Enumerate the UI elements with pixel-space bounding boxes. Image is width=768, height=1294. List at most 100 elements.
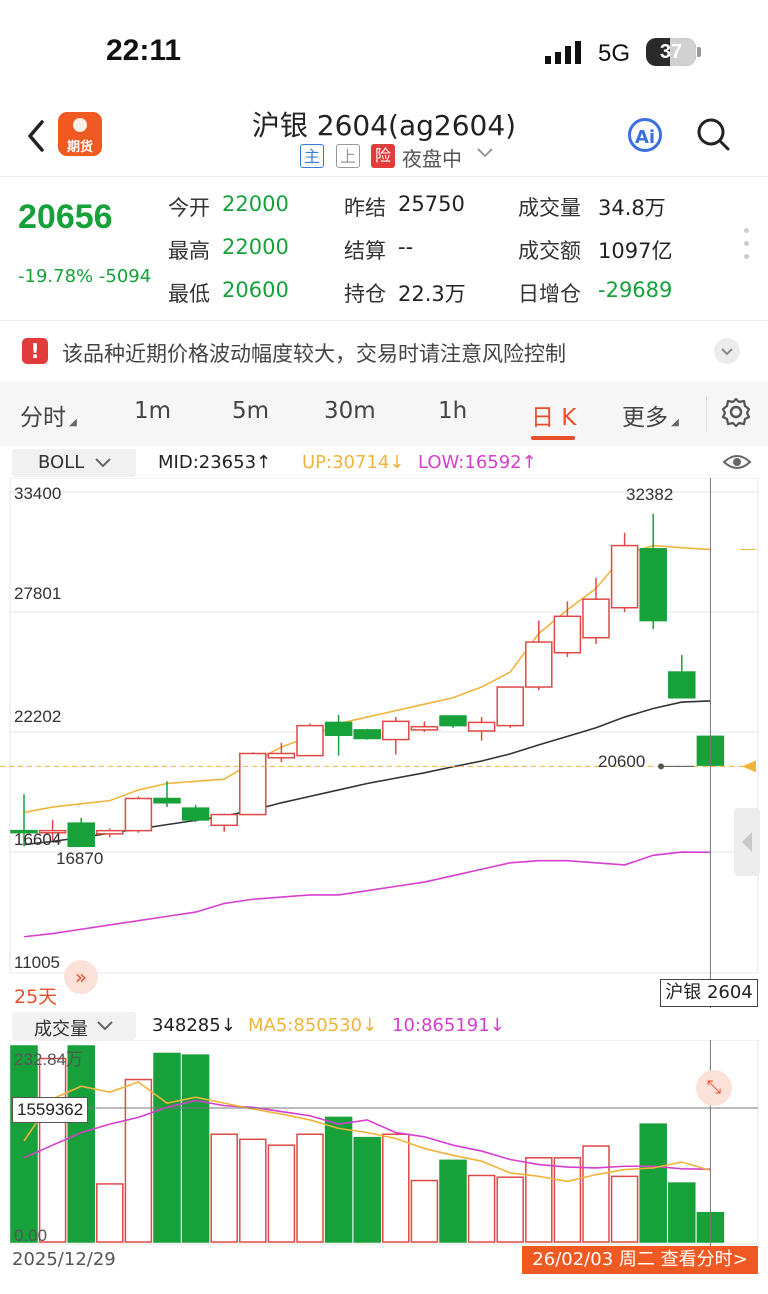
open-value: 22000 — [222, 192, 289, 216]
volume-value: 34.8万 — [598, 196, 666, 220]
candle-body — [96, 829, 124, 835]
search-icon[interactable] — [695, 116, 731, 152]
tab-1m[interactable]: 1m — [134, 398, 172, 424]
candle-body — [239, 752, 267, 816]
network-type: 5G — [598, 40, 631, 67]
last-price-marker — [742, 760, 756, 773]
volume-chart[interactable] — [0, 1040, 768, 1246]
kline-chart[interactable] — [0, 478, 768, 1008]
low-price-annotation: 16870 — [56, 849, 104, 868]
open-interest-label: 持仓 — [344, 282, 386, 306]
tab-separator — [706, 396, 707, 432]
volume-ma5-line — [23, 1081, 711, 1183]
price-axis-label: 16604 — [14, 830, 62, 849]
volume-indicator-selector[interactable] — [12, 1012, 136, 1040]
chevron-down-icon[interactable] — [476, 146, 494, 160]
volume-axis-bottom: 0.00 — [14, 1226, 48, 1245]
candle-body — [439, 715, 467, 727]
expand-warning-chevron-icon[interactable] — [714, 338, 740, 364]
low-label: 最低 — [168, 282, 210, 306]
tab-5m[interactable]: 5m — [232, 398, 270, 424]
fullscreen-icon[interactable]: ⤡ — [696, 1070, 732, 1106]
divider — [0, 320, 768, 321]
session-status[interactable]: 夜盘中 — [402, 147, 462, 171]
indicator-name[interactable]: BOLL — [38, 452, 85, 473]
open-interest-value: 22.3万 — [398, 282, 466, 306]
active-tab-indicator — [531, 436, 575, 440]
start-date: 2025/12/29 — [12, 1249, 116, 1270]
signal-icon — [545, 41, 581, 64]
candle-body — [38, 829, 67, 834]
exchange-tag: 上 — [336, 144, 360, 168]
candle-body — [668, 671, 696, 699]
symbol-crosshair-tag: 沪银 2604 — [660, 979, 758, 1007]
boll-upper-line — [23, 544, 711, 814]
high-value: 22000 — [222, 235, 289, 259]
candle-body — [353, 729, 381, 740]
divider — [0, 176, 768, 177]
candle-body — [525, 641, 553, 688]
volume-bar — [296, 1133, 324, 1243]
battery-icon: 37 — [646, 38, 696, 66]
candle-body — [582, 598, 610, 639]
main-contract-tag: 主 — [300, 144, 324, 168]
eye-icon[interactable] — [722, 450, 752, 474]
candle-body — [210, 813, 238, 827]
volume-bar — [610, 1175, 639, 1243]
volume-bar — [553, 1157, 582, 1243]
candle-body — [296, 724, 324, 757]
warning-icon: ! — [22, 338, 48, 364]
volume-indicator-name[interactable]: 成交量 — [34, 1019, 88, 1040]
indicator-selector[interactable] — [12, 449, 136, 477]
boll-up-value: UP:30714↓ — [302, 452, 405, 473]
volume-bar — [210, 1133, 238, 1243]
volume-bar — [496, 1176, 524, 1243]
volume-bar — [324, 1116, 353, 1243]
volume-crosshair-label: 1559362 — [12, 1097, 89, 1123]
candle-body — [324, 721, 353, 737]
volume-bar — [639, 1123, 667, 1243]
tab-fenshi[interactable]: 分时 ◢ — [20, 405, 77, 431]
volume-bar — [96, 1183, 124, 1243]
app-logo: 期货 — [58, 112, 102, 156]
volume-bar — [353, 1136, 381, 1243]
volume-ma10: 10:865191↓ — [392, 1015, 505, 1036]
settle-label: 结算 — [344, 239, 386, 263]
tab-1h[interactable]: 1h — [438, 398, 468, 424]
volume-bar — [382, 1133, 410, 1243]
price-change: -19.78% -5094 — [18, 266, 151, 287]
price-axis-label: 22202 — [14, 707, 62, 726]
side-panel-handle[interactable] — [734, 808, 760, 876]
volume-bar — [467, 1174, 496, 1243]
price-axis-label: 11005 — [14, 953, 61, 972]
back-chevron-icon[interactable] — [22, 118, 52, 154]
ai-button[interactable]: Ai — [628, 118, 662, 152]
tab-more[interactable]: 更多 ◢ — [622, 405, 679, 431]
volume-bar — [67, 1045, 95, 1243]
tab-30m[interactable]: 30m — [324, 398, 376, 424]
chevron-down-icon[interactable] — [94, 456, 112, 470]
last-price-annotation: 20600 — [598, 752, 646, 771]
period-tab-bar — [0, 382, 768, 446]
chevron-down-icon[interactable] — [96, 1019, 114, 1033]
view-intraday-button[interactable]: 26/02/03 周二 查看分时> — [522, 1246, 758, 1274]
candle-body — [410, 725, 439, 731]
gear-icon[interactable] — [720, 396, 752, 428]
high-price-annotation: 32382 — [626, 485, 674, 504]
price-axis-label: 27801 — [14, 584, 62, 603]
more-vertical-icon[interactable] — [744, 228, 750, 267]
volume-bar — [153, 1052, 181, 1243]
boll-low-value: LOW:16592↑ — [418, 452, 537, 473]
volume-bar — [439, 1159, 467, 1243]
period-range: 25天 — [14, 986, 58, 1008]
double-chevron-right-icon[interactable]: » — [64, 960, 98, 994]
candle-body — [610, 544, 639, 609]
prev-settle-label: 昨结 — [344, 196, 386, 220]
page-title: 沪银 2604(ag2604) — [251, 109, 517, 142]
volume-bar — [525, 1157, 553, 1243]
tab-day-k[interactable]: 日 K — [531, 405, 577, 431]
volume-bar — [410, 1179, 439, 1243]
change-percent: -19.78% — [18, 266, 94, 287]
chart-frame — [9, 478, 759, 974]
risk-tag: 险 — [371, 144, 395, 168]
